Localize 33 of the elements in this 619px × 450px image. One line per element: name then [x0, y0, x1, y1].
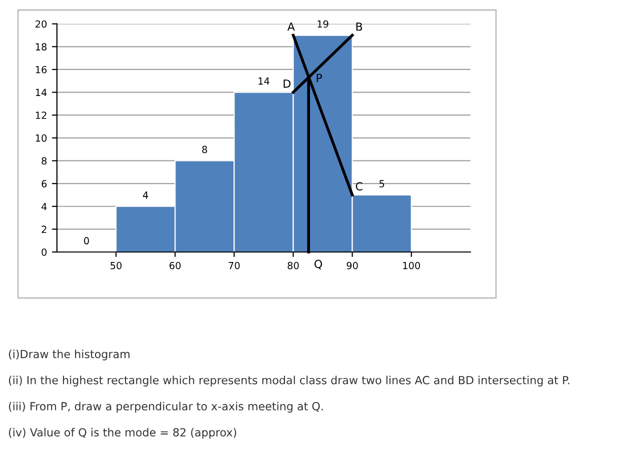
y-tick-label: 16: [36, 66, 47, 74]
x-tick-label: 80: [288, 262, 299, 270]
annotation: C: [356, 182, 362, 191]
y-tick-label: 8: [42, 157, 47, 165]
x-tick-label: 90: [346, 262, 358, 270]
data-label: 19: [318, 20, 328, 28]
annotation: P: [316, 74, 322, 82]
text: (ii) In the highest rectangle which represents modal class draw two lines AC and BD intersecting at P.: [8, 376, 570, 386]
y-tick-label: 0: [42, 248, 47, 256]
text: (iii) From P, draw a perpendicular to x-axis meeting at Q.: [8, 402, 323, 413]
x-tick-label: 100: [403, 262, 420, 270]
data-label: 0: [84, 237, 89, 244]
data-label: 8: [202, 146, 208, 154]
text: (i)Draw the histogram: [8, 350, 130, 360]
x-tick-label: 60: [170, 262, 181, 270]
annotation: D: [284, 80, 290, 88]
data-label: 14: [258, 77, 270, 85]
annotation: A: [287, 22, 295, 31]
y-tick-label: 14: [36, 88, 47, 96]
data-label: 4: [142, 192, 148, 199]
y-tick-label: 10: [36, 134, 47, 142]
annotation: Q: [314, 260, 322, 270]
data-label: 5: [379, 180, 384, 188]
y-tick-label: 12: [36, 112, 46, 119]
y-tick-label: 2: [42, 226, 46, 233]
y-tick-label: 6: [42, 180, 47, 188]
x-tick-label: 50: [110, 262, 122, 270]
text: (iv) Value of Q is the mode = 82 (approx): [8, 428, 236, 439]
x-tick-label: 70: [228, 262, 240, 270]
annotation: B: [356, 22, 362, 31]
y-tick-label: 4: [42, 202, 47, 210]
y-tick-label: 18: [36, 43, 47, 50]
y-tick-label: 20: [36, 20, 47, 28]
